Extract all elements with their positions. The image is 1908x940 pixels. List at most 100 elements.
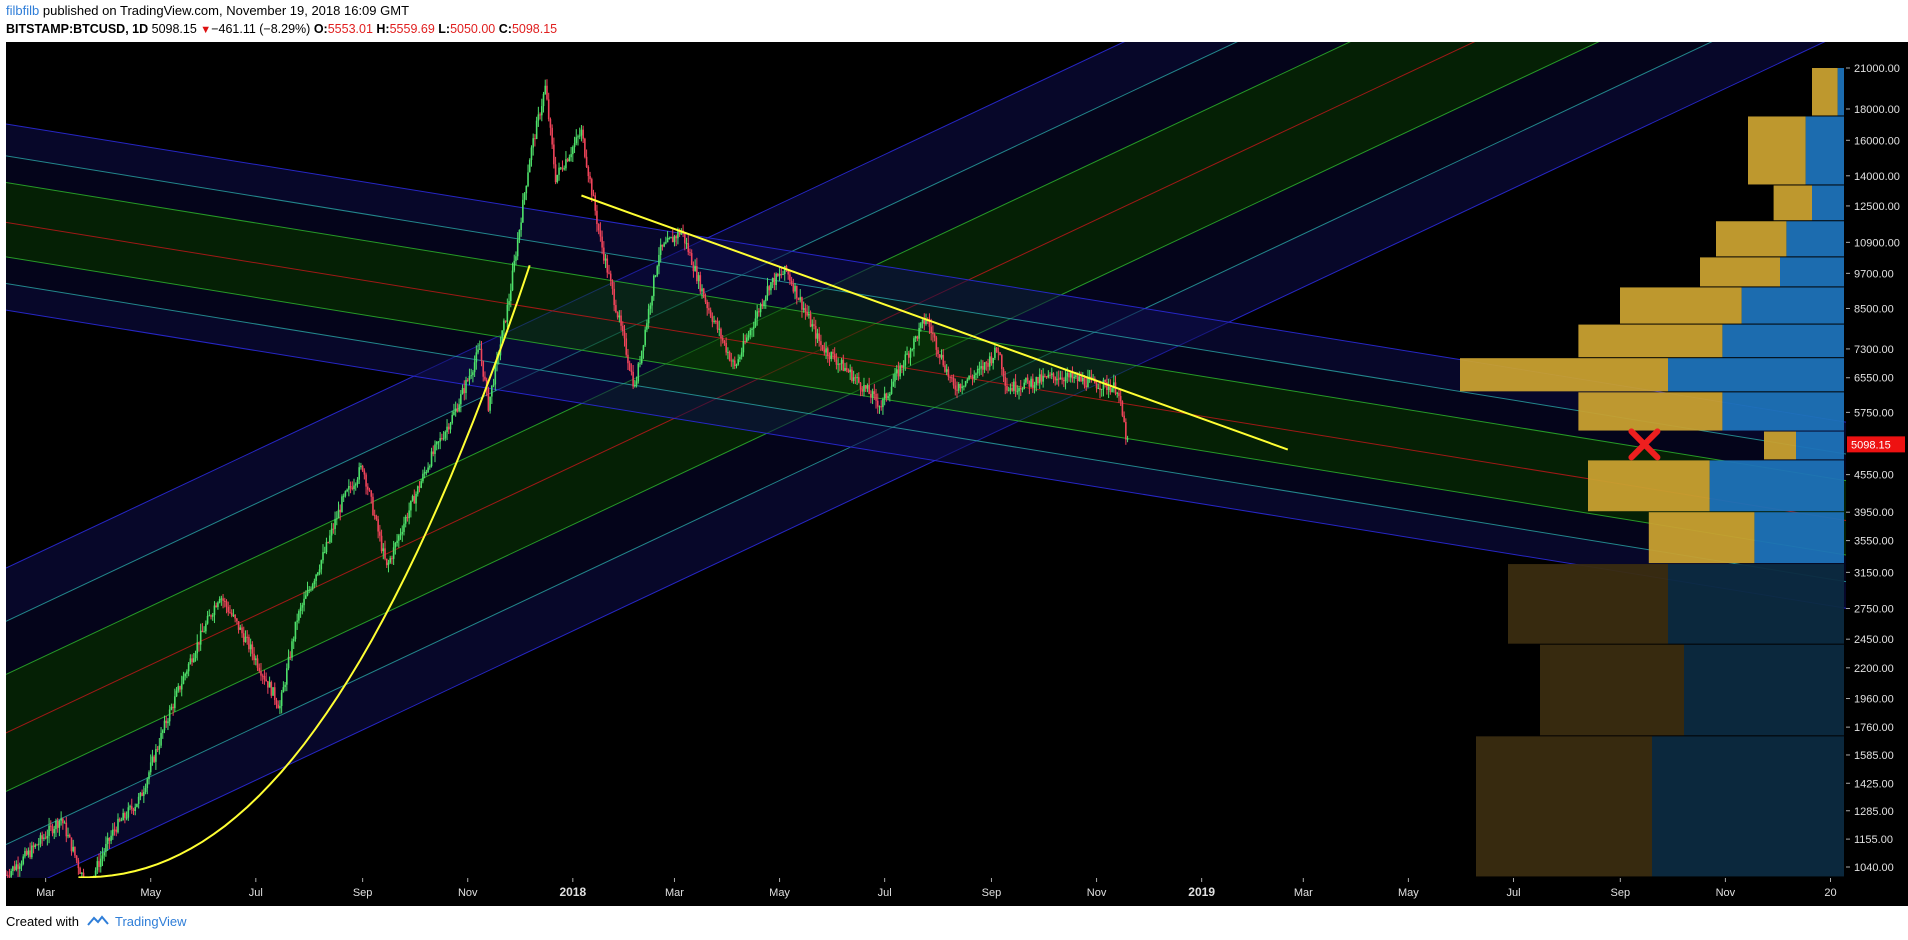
candle-body <box>8 876 11 878</box>
candle-body <box>987 363 989 367</box>
candle-body <box>975 373 977 376</box>
candle-body <box>783 266 786 275</box>
candle-body <box>858 377 860 383</box>
candle-body <box>225 601 228 607</box>
candle-body <box>890 386 893 394</box>
candle-body <box>921 319 924 324</box>
candle-body <box>925 319 927 325</box>
candle-body <box>68 834 71 838</box>
candle-body <box>522 199 524 223</box>
candle-body <box>460 394 462 405</box>
candle-body <box>701 288 703 292</box>
candle-body <box>62 818 64 824</box>
tradingview-link[interactable]: TradingView <box>114 914 187 929</box>
candle-body <box>833 353 836 360</box>
candle-body <box>1121 401 1124 416</box>
candle-body <box>652 275 655 297</box>
candle-body <box>1061 377 1063 380</box>
candle-body <box>391 558 393 560</box>
candle-body <box>370 490 373 497</box>
candle-body <box>323 552 326 554</box>
candle-body <box>994 347 996 358</box>
candle-body <box>634 384 636 387</box>
candle-body <box>137 796 140 804</box>
candle-body <box>778 273 781 276</box>
author-link[interactable]: filbfilb <box>6 3 40 18</box>
candle-body <box>325 542 328 553</box>
candle-body <box>687 243 690 253</box>
candle-body <box>267 680 269 688</box>
candle-body <box>978 368 981 370</box>
candle-body <box>882 398 884 408</box>
candle-body <box>311 584 314 590</box>
candle-body <box>876 400 879 407</box>
price-tick-label: 3550.00 <box>1854 536 1894 548</box>
candle-body <box>494 364 497 385</box>
candle-body <box>354 484 357 486</box>
candle-body <box>711 316 714 322</box>
candle-body <box>491 385 493 397</box>
candle-body <box>268 682 271 688</box>
candle-body <box>770 282 772 291</box>
candle-body <box>964 381 967 386</box>
candle-body <box>826 348 829 357</box>
candle-body <box>77 860 80 869</box>
falling-channel-inner-band-bottom <box>6 256 1846 582</box>
candle-body <box>671 237 674 243</box>
time-tick-label: May <box>769 887 790 899</box>
candle-body <box>348 486 350 490</box>
candle-body <box>520 222 522 230</box>
candle-body <box>179 686 181 690</box>
candle-body <box>604 258 607 261</box>
candle-body <box>429 466 431 468</box>
falling-channel-core-band <box>6 182 1846 556</box>
candle-body <box>1023 382 1026 389</box>
candle-body <box>904 354 907 366</box>
volume-profile-down-bar <box>1684 644 1844 736</box>
candle-body <box>541 106 543 116</box>
price-tick-label: 10900.00 <box>1854 237 1900 249</box>
candle-body <box>6 874 7 876</box>
time-axis[interactable]: Mar May Jul Sep Nov 2018 Mar May Jul Sep Nov 2019 Ma… <box>6 878 1846 906</box>
candle-body <box>27 850 30 855</box>
chart-plot-area[interactable] <box>6 42 1846 878</box>
close-value: 5098.15 <box>511 22 558 36</box>
candle-body <box>616 312 619 318</box>
candle-body <box>775 273 777 285</box>
candle-body <box>613 288 615 306</box>
candle-body <box>709 310 712 317</box>
candle-body <box>329 535 331 543</box>
price-axis[interactable]: 21000.00 18000.00 16000.00 14000.00 12500.00… <box>1846 42 1908 878</box>
candle-body <box>572 147 574 155</box>
candle-body <box>718 328 721 330</box>
candle-body <box>477 349 479 353</box>
candle-body <box>1076 375 1079 382</box>
candle-body <box>875 393 877 401</box>
candle-body <box>577 136 579 138</box>
candle-body <box>230 612 233 616</box>
candle-body <box>211 615 214 617</box>
candle-body <box>1111 388 1113 393</box>
candle-body <box>1112 382 1115 389</box>
candle-body <box>511 270 514 291</box>
candle-body <box>82 872 85 878</box>
candle-body <box>675 236 677 239</box>
candle-body <box>156 749 159 751</box>
time-tick-label: Sep <box>353 887 373 899</box>
candle-body <box>773 277 776 285</box>
candle-body <box>771 277 774 283</box>
candle-body <box>594 195 597 211</box>
candle-body <box>623 331 626 339</box>
candle-body <box>756 311 758 319</box>
candle-body <box>134 806 137 812</box>
candle-body <box>148 772 150 780</box>
candle-body <box>630 370 633 372</box>
candle-body <box>844 367 846 371</box>
volume-profile-down-bar <box>1837 68 1844 116</box>
candle-body <box>222 598 224 601</box>
price-tick-label: 2200.00 <box>1854 663 1894 675</box>
candle-body <box>56 820 59 828</box>
candle-body <box>985 362 988 364</box>
candle-body <box>37 843 40 846</box>
volume-profile-down-bar <box>1668 564 1844 644</box>
